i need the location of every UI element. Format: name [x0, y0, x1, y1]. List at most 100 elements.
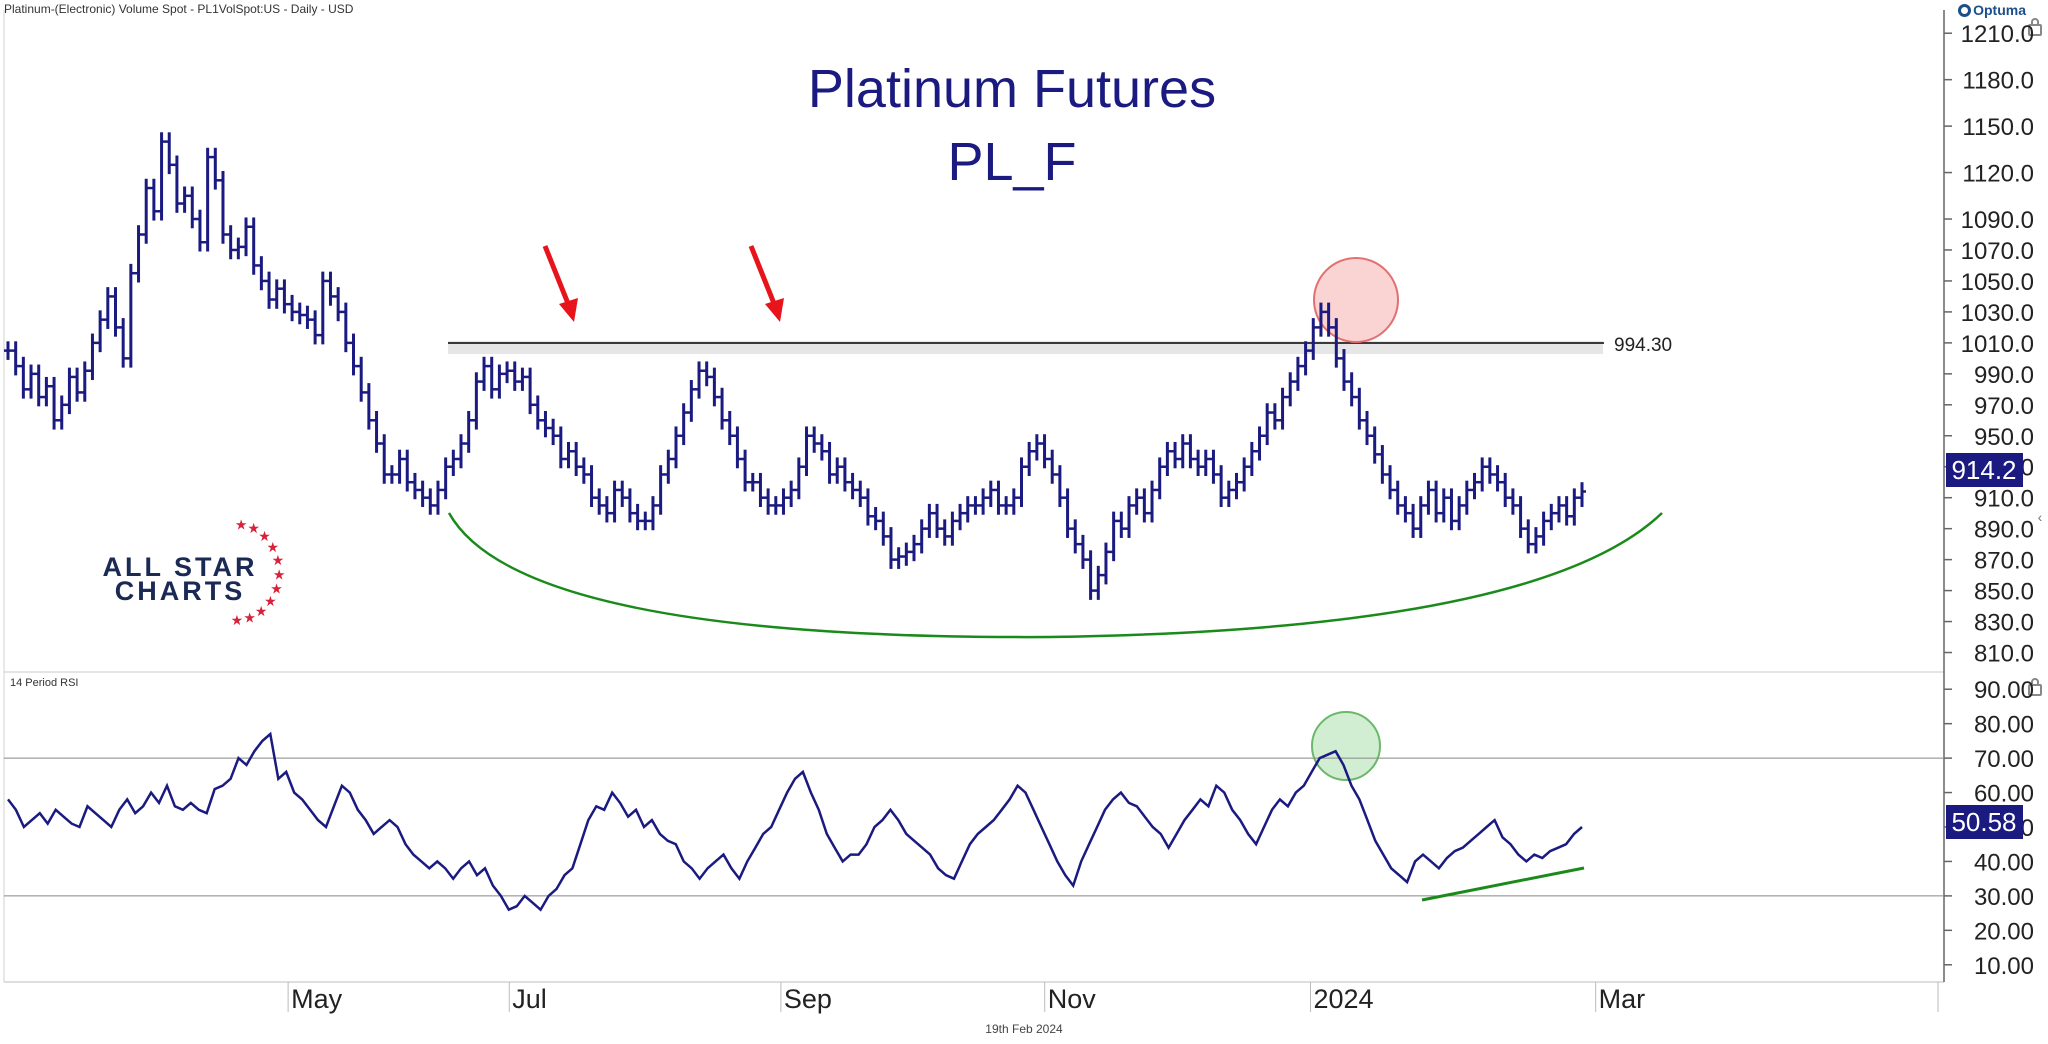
price-bar	[80, 361, 89, 402]
price-bar	[27, 364, 36, 399]
price-bar	[794, 457, 803, 500]
price-bar	[894, 547, 903, 569]
price-bar	[1155, 457, 1164, 500]
price-bar	[1101, 542, 1110, 585]
price-bar	[1378, 445, 1387, 484]
price-bar	[1424, 480, 1433, 515]
price-bar	[242, 217, 251, 257]
price-bar	[940, 519, 949, 546]
price-bar	[1048, 449, 1057, 484]
price-bar	[533, 395, 542, 430]
price-bar	[1339, 349, 1348, 391]
price-bar	[503, 361, 512, 384]
price-bar	[1539, 511, 1548, 546]
collapse-arrow-icon[interactable]: ‹	[2037, 509, 2043, 525]
price-bar	[595, 488, 604, 515]
price-bar	[733, 426, 742, 469]
price-bar	[495, 364, 504, 399]
price-bar	[57, 395, 66, 430]
price-bar	[1194, 449, 1203, 477]
price-bar	[34, 364, 43, 407]
price-bar	[1578, 482, 1586, 507]
rounding-bottom-arc[interactable]	[447, 512, 1663, 639]
price-bar	[856, 480, 865, 507]
time-tick-label: Nov	[1048, 984, 1097, 1014]
price-bar	[664, 449, 673, 484]
price-tick-label: 850.0	[1974, 579, 2034, 606]
logo-star-icon: ★	[270, 580, 283, 596]
price-bar	[687, 380, 696, 422]
price-bar	[725, 410, 734, 446]
price-bar	[1247, 441, 1256, 477]
price-bar	[1232, 472, 1241, 500]
price-bar	[1455, 496, 1464, 531]
price-bar	[149, 178, 158, 221]
price-bar	[364, 383, 373, 430]
price-bar	[180, 186, 189, 213]
price-bar	[1485, 457, 1494, 484]
price-bar	[96, 310, 105, 353]
logo-star-icon: ★	[272, 552, 285, 568]
price-bar	[418, 480, 427, 507]
price-bar	[480, 356, 489, 391]
price-bar	[602, 496, 611, 523]
price-bar	[579, 457, 588, 484]
price-bar	[902, 542, 911, 566]
price-bar	[825, 441, 834, 484]
price-bar	[1217, 465, 1226, 507]
price-bar	[487, 356, 496, 399]
price-bar	[1355, 387, 1364, 430]
price-bar	[863, 488, 872, 526]
logo-star-icon: ★	[243, 610, 256, 626]
rsi-title: 14 Period RSI	[10, 677, 78, 689]
price-bar	[334, 287, 343, 322]
price-bar	[195, 209, 204, 252]
price-bar	[963, 496, 972, 523]
price-bar	[1186, 434, 1195, 469]
price-bar	[1270, 403, 1279, 430]
logo-star-icon: ★	[273, 566, 286, 582]
price-tick-label: 1120.0	[1962, 161, 2034, 188]
instrument-header: Platinum-(Electronic) Volume Spot - PL1V…	[4, 2, 354, 16]
price-bar	[157, 132, 166, 221]
price-bar	[295, 302, 304, 325]
rsi-tick-label: 40.00	[1974, 849, 2034, 876]
price-bar	[1501, 472, 1510, 507]
lock-icon[interactable]	[2028, 18, 2042, 36]
rsi-divergence-line[interactable]	[1421, 866, 1585, 902]
red-arrow-1	[542, 245, 578, 322]
price-bar	[971, 496, 980, 515]
price-bar	[925, 503, 934, 538]
price-bar	[833, 457, 842, 484]
price-bar	[1516, 496, 1525, 538]
price-bar	[1393, 480, 1402, 515]
price-bar	[234, 237, 243, 260]
footer-date: 19th Feb 2024	[985, 1022, 1063, 1036]
price-bar	[1547, 503, 1556, 531]
price-bar	[433, 480, 442, 515]
price-bar	[979, 488, 988, 515]
price-bar	[802, 426, 811, 477]
lock-icon-rsi[interactable]	[2028, 678, 2042, 696]
price-bar	[1140, 488, 1149, 523]
rsi-tick-label: 10.00	[1974, 953, 2034, 980]
price-bar	[134, 225, 143, 283]
rsi-highlight-circle	[1311, 711, 1381, 781]
price-bar	[119, 318, 128, 368]
price-bar	[564, 441, 573, 469]
rsi-series-line	[7, 731, 1583, 912]
price-bar	[1171, 441, 1180, 469]
price-bar	[126, 263, 135, 368]
price-bar	[817, 434, 826, 461]
price-bar	[1032, 434, 1041, 461]
time-tick-label: Sep	[784, 984, 832, 1014]
price-bar	[871, 506, 880, 531]
price-bar	[1278, 387, 1287, 430]
price-bar	[1086, 550, 1095, 600]
price-bar	[311, 310, 320, 345]
price-tick-label: 1070.0	[1961, 238, 2034, 265]
price-bar	[787, 480, 796, 507]
price-bar	[1132, 488, 1141, 515]
price-bar	[641, 511, 650, 531]
price-bar	[203, 147, 212, 252]
